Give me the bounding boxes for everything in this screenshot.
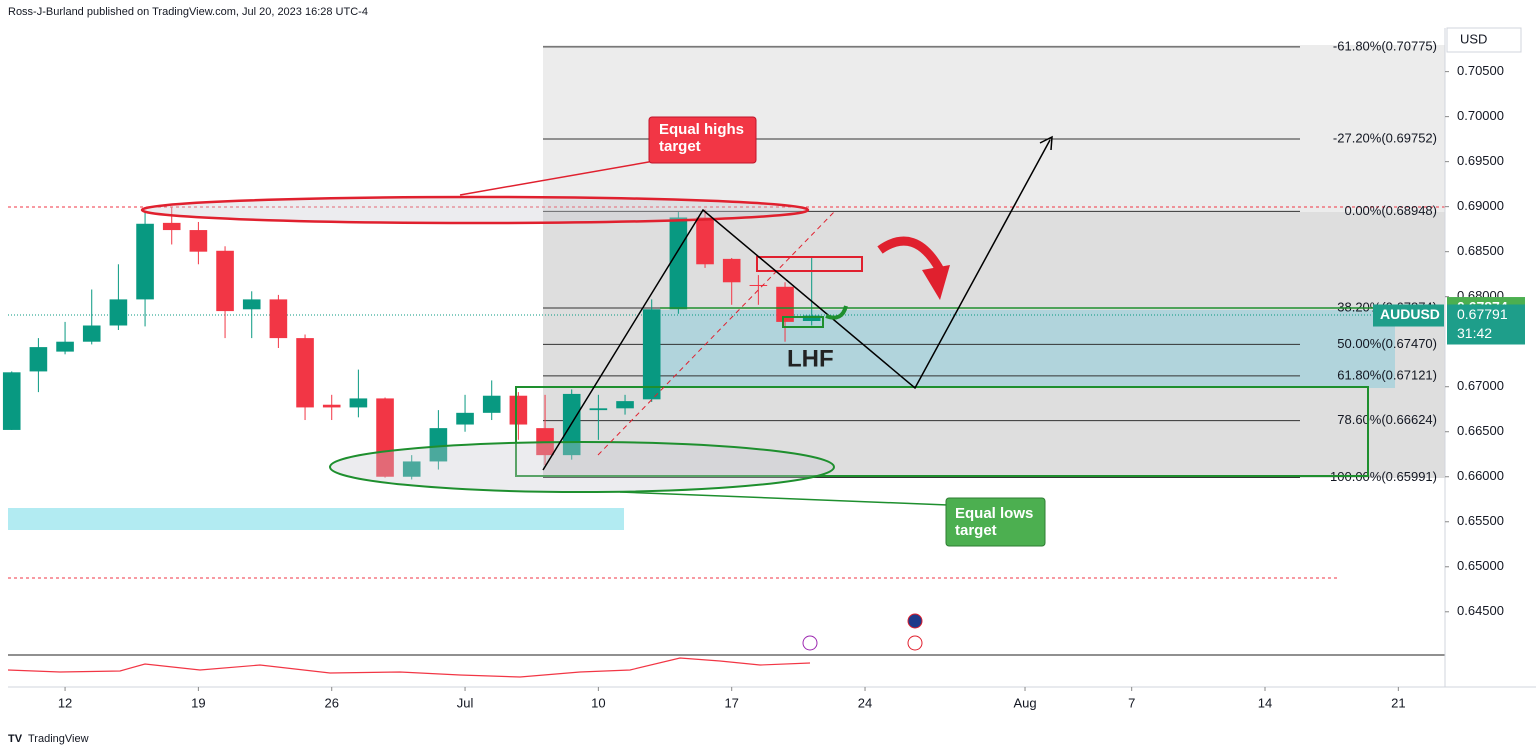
currency: USD: [1460, 31, 1487, 46]
candle-body: [456, 412, 474, 425]
y-tick-label: 0.65000: [1457, 558, 1504, 573]
dashed-trend: [597, 210, 836, 456]
fib-label: 0.00%(0.68948): [1344, 203, 1437, 218]
symbol-box: [1373, 304, 1444, 327]
candle-body: [162, 222, 181, 231]
annotation: target: [659, 138, 701, 155]
candle-body: [696, 217, 714, 265]
x-tick-label: Aug: [1013, 695, 1036, 710]
annotation: Equal lows: [955, 505, 1033, 522]
candle-body: [29, 347, 48, 372]
red-curved-arrow: [877, 236, 944, 273]
x-tick-label: 14: [1258, 695, 1272, 710]
y-tick-label: 0.66500: [1457, 423, 1504, 438]
symbol: AUDUSD: [1380, 306, 1440, 322]
annotation: Equal highs: [659, 121, 744, 138]
candle-body: [509, 395, 528, 425]
connector: [459, 159, 661, 196]
x-tick-label: 12: [58, 695, 72, 710]
fib-label: 50.00%(0.67470): [1337, 336, 1437, 351]
y-tick-label: 0.70500: [1457, 63, 1504, 78]
fib-label: 78.60%(0.66624): [1337, 412, 1437, 427]
candle-body: [349, 398, 368, 408]
y-tick-label: 0.66000: [1457, 468, 1504, 483]
cyan-zone: [8, 508, 624, 530]
green-small-box: [782, 316, 824, 328]
countdown: 31:42: [1457, 325, 1492, 341]
equal-lows-box: [945, 497, 1046, 547]
currency-box: [1446, 27, 1522, 53]
last-price-label: 0.67791: [1457, 306, 1508, 322]
candle-body: [216, 250, 234, 312]
event-icon: [802, 635, 818, 651]
footer: TradingView: [28, 733, 89, 745]
indicator-line: [7, 657, 811, 678]
candle-body: [616, 401, 634, 409]
x-tick-label: 26: [324, 695, 338, 710]
x-tick-label: 24: [858, 695, 872, 710]
connector: [619, 491, 949, 506]
annotation: LHF: [787, 345, 834, 372]
candle-body: [749, 284, 768, 286]
candle-body: [642, 309, 661, 400]
y-tick-label: 0.65500: [1457, 513, 1504, 528]
candle-body: [589, 408, 608, 411]
x-tick-label: 10: [591, 695, 605, 710]
candle-body: [802, 315, 821, 321]
candle-body: [376, 398, 394, 477]
projection-path: [542, 139, 1051, 471]
x-tick-label: 19: [191, 695, 205, 710]
candle-body: [322, 404, 341, 408]
y-tick-label: 0.70000: [1457, 108, 1504, 123]
candle-body: [136, 223, 154, 300]
candle-body: [109, 299, 128, 326]
red-arrow-head: [922, 265, 950, 300]
candle-body: [669, 217, 688, 310]
candle-body: [56, 341, 74, 352]
flag-icon: [907, 613, 923, 629]
x-tick-label: 21: [1391, 695, 1405, 710]
fib-label: 61.80%(0.67121): [1337, 367, 1437, 382]
candle-body: [269, 299, 288, 339]
candle-body: [296, 338, 314, 408]
green-box: [515, 386, 1369, 477]
candle-body: [776, 286, 794, 322]
logo: TV: [8, 733, 23, 745]
fib-label: 100.00%(0.65991): [1330, 469, 1437, 484]
header: Ross-J-Burland published on TradingView.…: [8, 6, 368, 18]
last-price-box: [1447, 304, 1525, 345]
red-box: [756, 256, 863, 272]
x-tick-label: Jul: [457, 695, 474, 710]
x-tick-label: 7: [1128, 695, 1135, 710]
y-tick-label: 0.68500: [1457, 243, 1504, 258]
equal-highs-box: [648, 116, 757, 164]
y-tick-label: 0.69000: [1457, 198, 1504, 213]
blue-zone: [650, 310, 1395, 388]
y-tick-label: 0.69500: [1457, 153, 1504, 168]
flag-icon: [907, 635, 923, 651]
candle-body: [2, 372, 21, 430]
fib-label: -61.80%(0.70775): [1333, 38, 1437, 53]
candle-body: [402, 461, 421, 477]
y-tick-label: 0.64500: [1457, 603, 1504, 618]
x-tick-label: 17: [724, 695, 738, 710]
green-curved-arrow: [825, 305, 848, 320]
y-tick-label: 0.67000: [1457, 378, 1504, 393]
candle-body: [242, 299, 261, 310]
equal-highs-ellipse: [140, 195, 810, 225]
arrow-head: [1039, 135, 1053, 151]
candle-body: [189, 230, 208, 252]
candle-body: [482, 395, 501, 413]
annotation: target: [955, 522, 997, 539]
candle-body: [722, 258, 741, 283]
candle-body: [429, 428, 448, 462]
fib-label: -27.20%(0.69752): [1333, 130, 1437, 145]
equal-lows-ellipse: [329, 441, 835, 493]
candle-body: [82, 325, 101, 342]
